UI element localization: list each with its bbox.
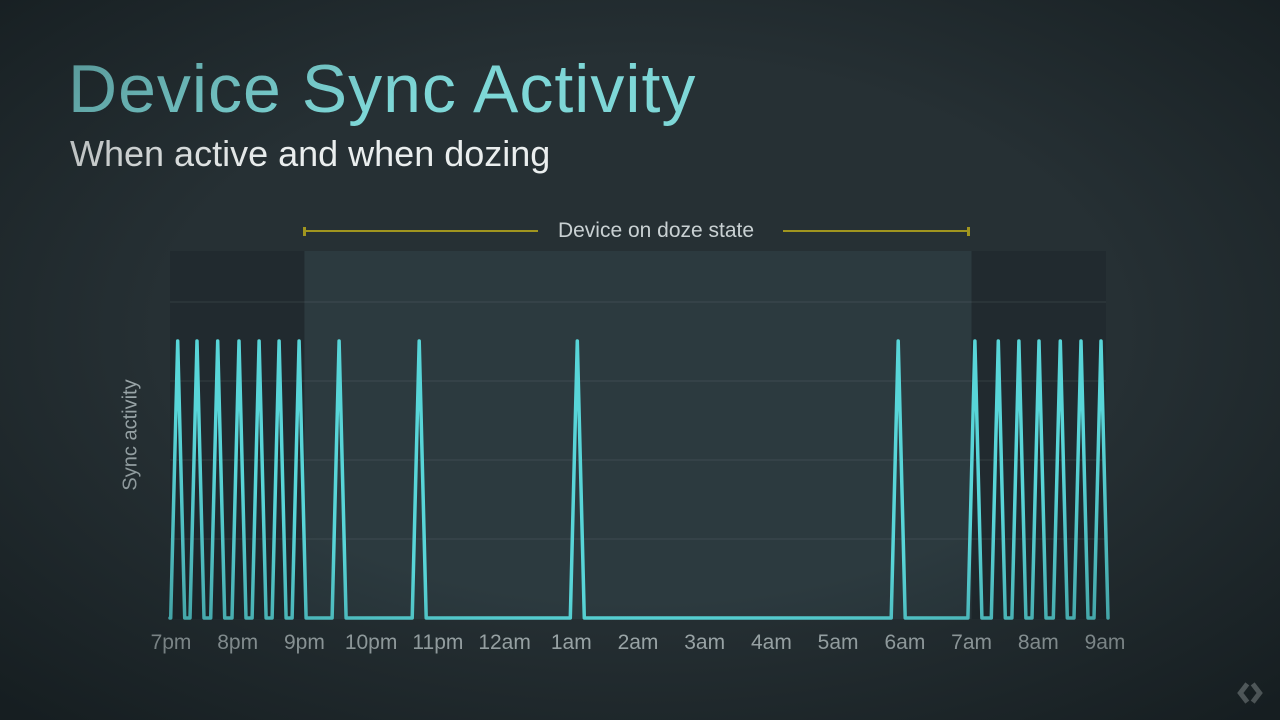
x-tick-label: 11pm: [412, 631, 464, 654]
x-tick-label: 9pm: [283, 631, 325, 654]
x-tick-label: 12am: [478, 631, 531, 654]
x-tick-label: 7pm: [150, 631, 192, 654]
x-tick-label: 7am: [951, 631, 993, 654]
x-tick-label: 1am: [550, 631, 592, 654]
y-axis-label: Sync activity: [119, 379, 142, 491]
x-tick-label: 5am: [817, 631, 859, 654]
x-tick-label: 4am: [750, 631, 792, 654]
doze-band: [304, 251, 972, 619]
x-tick-label: 3am: [684, 631, 726, 654]
x-tick-label: 8pm: [217, 631, 259, 654]
google-developers-logo-icon: [1237, 682, 1263, 704]
x-tick-label: 2am: [617, 631, 659, 654]
x-tick-label: 9am: [1084, 631, 1126, 654]
x-tick-label: 8am: [1017, 631, 1059, 654]
x-tick-label: 6am: [884, 631, 926, 654]
x-tick-label: 10pm: [344, 631, 398, 654]
